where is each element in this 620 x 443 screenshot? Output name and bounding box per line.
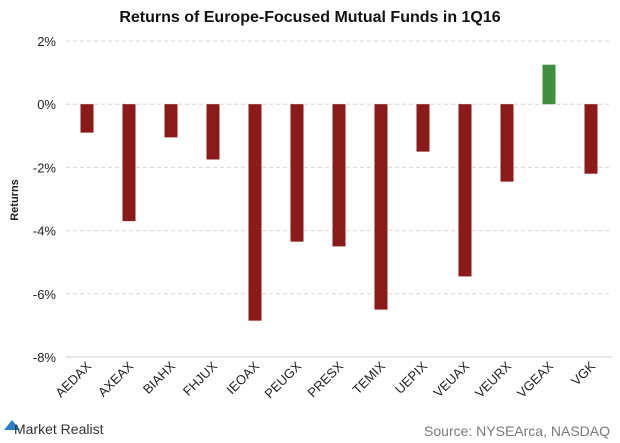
x-tick-label: BIAHX — [140, 358, 178, 396]
y-axis-ticks: 2% 0% -2% -4% -6% -8% — [33, 34, 57, 365]
bar-aedax — [80, 104, 94, 133]
y-tick-label: 2% — [37, 34, 56, 49]
x-tick-label: AXEAX — [95, 358, 136, 399]
x-tick-label: AEDAX — [52, 358, 94, 400]
y-tick-label: -4% — [33, 224, 57, 239]
logo-mark-icon — [4, 420, 20, 430]
x-tick-label: VGEAX — [514, 358, 557, 401]
x-tick-label: UEPIX — [392, 358, 430, 396]
bar-temix — [374, 104, 388, 310]
x-tick-label: IEOAX — [223, 358, 262, 397]
y-tick-label: 0% — [37, 97, 56, 112]
bar-presx — [332, 104, 346, 247]
y-axis-label: Returns — [9, 179, 21, 221]
brand-name: Market Realist — [14, 421, 104, 437]
x-tick-label: PRESX — [304, 358, 346, 400]
bar-vgeax — [542, 64, 556, 105]
bars — [80, 64, 598, 321]
bar-peugx — [290, 104, 304, 242]
x-axis-ticks: AEDAX AXEAX BIAHX FHJUX IEOAX PEUGX PRESX TEMIX… — [52, 358, 598, 401]
source-note: Source: NYSEArca, NASDAQ — [424, 423, 610, 439]
bar-ieoax — [248, 104, 262, 321]
bar-vgk — [584, 104, 598, 174]
bar-biahx — [164, 104, 178, 138]
y-tick-label: -6% — [33, 287, 57, 302]
bar-uepix — [416, 104, 430, 152]
bar-axeax — [122, 104, 136, 222]
x-tick-label: VGK — [568, 358, 598, 388]
y-tick-label: -2% — [33, 160, 57, 175]
y-tick-label: -8% — [33, 350, 57, 365]
bar-veuax — [458, 104, 472, 277]
x-tick-label: FHJUX — [180, 358, 220, 398]
x-tick-label: VEURX — [472, 358, 515, 401]
x-tick-label: PEUGX — [261, 358, 304, 401]
brand-logo: Market Realist — [4, 420, 104, 437]
bar-veurx — [500, 104, 514, 182]
chart-title: Returns of Europe-Focused Mutual Funds i… — [119, 9, 500, 26]
x-tick-label: VEUAX — [430, 358, 472, 400]
x-tick-label: TEMIX — [349, 358, 388, 397]
bar-fhjux — [206, 104, 220, 160]
